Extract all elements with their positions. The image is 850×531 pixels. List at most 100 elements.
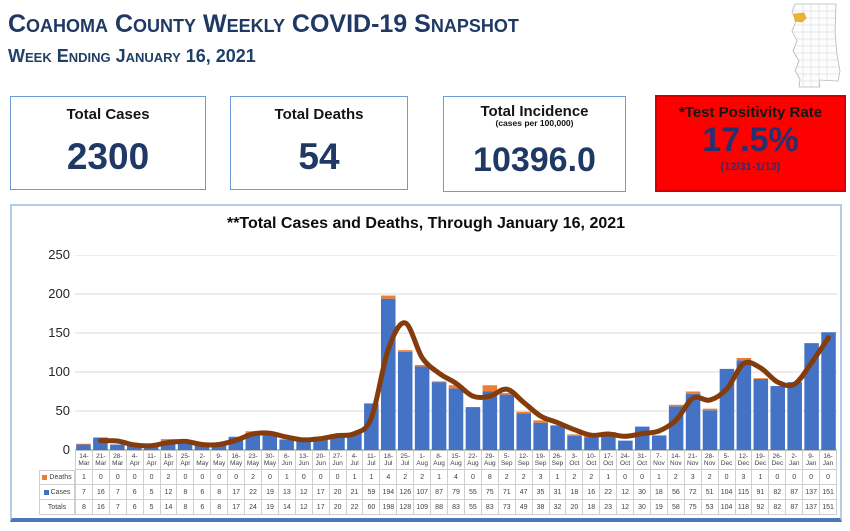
table-cell: 16 (92, 500, 110, 515)
deaths-bar-segment (397, 350, 413, 352)
table-cell: 1 (549, 470, 567, 485)
x-axis-label: 16- May (228, 450, 246, 470)
table-cell: 107 (414, 485, 432, 500)
table-cell: 0 (177, 470, 195, 485)
legend-item-deaths: Deaths (39, 470, 75, 485)
cases-bar (533, 422, 548, 450)
x-axis-label: 14- Nov (667, 450, 685, 470)
totals-row: 8 16 7 6 5 14 8 6 8 17 24 19 14 12 17 20 22 60 198 128 109 88… (75, 500, 837, 515)
kpi-value: 2300 (66, 135, 150, 177)
deaths-bar-segment (160, 439, 176, 441)
table-cell: 59 (363, 485, 381, 500)
table-cell: 53 (701, 500, 719, 515)
table-cell: 1 (278, 470, 296, 485)
legend-label: Deaths (49, 474, 72, 481)
table-cell: 1 (346, 470, 364, 485)
table-cell: 30 (634, 485, 651, 500)
x-axis-label: 10- Oct (583, 450, 601, 470)
x-axis-label: 12- Dec (735, 450, 753, 470)
kpi-value: 17.5% (702, 121, 799, 159)
chart-panel: **Total Cases and Deaths, Through Januar… (10, 204, 842, 522)
table-cell: 30 (634, 500, 651, 515)
cases-bar (194, 445, 210, 450)
table-cell: 0 (194, 470, 212, 485)
x-axis-label: 14- Mar (76, 450, 93, 470)
table-cell: 1 (76, 470, 93, 485)
table-cell: 4 (380, 470, 398, 485)
deaths-bar-segment (533, 420, 548, 423)
cases-bar (431, 382, 447, 450)
cases-bar (414, 366, 430, 450)
deaths-bar-segment (499, 393, 515, 395)
table-cell: 2 (414, 470, 432, 485)
table-cell: 87 (431, 485, 449, 500)
x-axis-label: 12- Sep (515, 450, 533, 470)
x-axis-label: 23- May (245, 450, 263, 470)
x-axis-label: 13- Jun (295, 450, 313, 470)
x-axis-label: 18- Apr (160, 450, 178, 470)
cases-bar (482, 391, 498, 450)
cases-row: 7 16 7 6 5 12 8 6 8 17 22 19 13 12 17 20 21 59 194 126 107 87… (75, 485, 837, 500)
table-cell: 82 (769, 500, 787, 515)
cases-bar (76, 444, 91, 450)
cases-bar (160, 440, 176, 450)
table-cell: 118 (735, 500, 753, 515)
table-cell: 12 (160, 485, 178, 500)
table-cell: 104 (718, 485, 736, 500)
table-cell: 17 (228, 485, 246, 500)
legend-label: Cases (50, 488, 71, 496)
legend-item-totals: Totals (39, 500, 75, 515)
deaths-bar-segment (753, 378, 769, 380)
table-cell: 0 (329, 470, 347, 485)
cases-bar (516, 413, 531, 450)
table-cell: 56 (667, 485, 685, 500)
cases-bar (448, 388, 464, 450)
table-cell: 2 (566, 470, 584, 485)
table-cell: 17 (312, 485, 330, 500)
y-axis-tick: 50 (55, 403, 70, 418)
table-cell: 109 (414, 500, 432, 515)
table-cell: 35 (532, 485, 550, 500)
table-cell: 4 (448, 470, 465, 485)
table-cell: 12 (295, 500, 313, 515)
table-cell: 0 (295, 470, 313, 485)
table-cell: 0 (718, 470, 736, 485)
kpi-total-cases: Total Cases 2300 (10, 96, 206, 190)
cases-bar (770, 386, 785, 450)
cases-bar (601, 432, 616, 450)
table-cell: 17 (228, 500, 246, 515)
x-axis-label: 19- Sep (532, 450, 550, 470)
table-cell: 6 (194, 485, 212, 500)
table-cell: 0 (211, 470, 229, 485)
table-cell: 32 (549, 500, 567, 515)
table-cell: 2 (583, 470, 601, 485)
table-cell: 22 (600, 485, 618, 500)
table-cell: 5 (143, 485, 161, 500)
table-cell: 75 (481, 485, 499, 500)
table-cell: 19 (262, 485, 279, 500)
table-cell: 1 (752, 470, 770, 485)
table-cell: 137 (803, 500, 821, 515)
table-cell: 2 (160, 470, 178, 485)
x-axis-label: 4- Apr (126, 450, 144, 470)
table-cell: 8 (481, 470, 499, 485)
cases-bar (635, 426, 650, 450)
deaths-bar-segment (482, 385, 498, 392)
table-cell: 20 (329, 485, 347, 500)
cases-bar (347, 433, 362, 450)
x-axis-label: 26- Sep (549, 450, 567, 470)
y-axis-tick: 200 (48, 286, 70, 301)
kpi-label: Total Incidence (480, 103, 589, 120)
x-axis-label: 4- Jul (346, 450, 364, 470)
table-cell: 16 (583, 485, 601, 500)
x-axis-label: 22- Aug (464, 450, 482, 470)
table-cell: 115 (735, 485, 753, 500)
table-cell: 20 (329, 500, 347, 515)
x-axis-label: 8- Aug (431, 450, 449, 470)
x-axis-label: 18- Jul (380, 450, 398, 470)
table-cell: 7 (76, 485, 93, 500)
table-cell: 2 (498, 470, 516, 485)
x-axis-label: 9- Jan (803, 450, 821, 470)
